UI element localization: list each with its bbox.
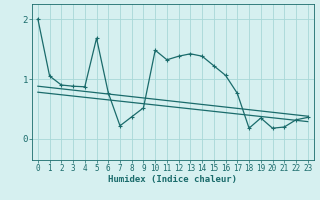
X-axis label: Humidex (Indice chaleur): Humidex (Indice chaleur) (108, 175, 237, 184)
